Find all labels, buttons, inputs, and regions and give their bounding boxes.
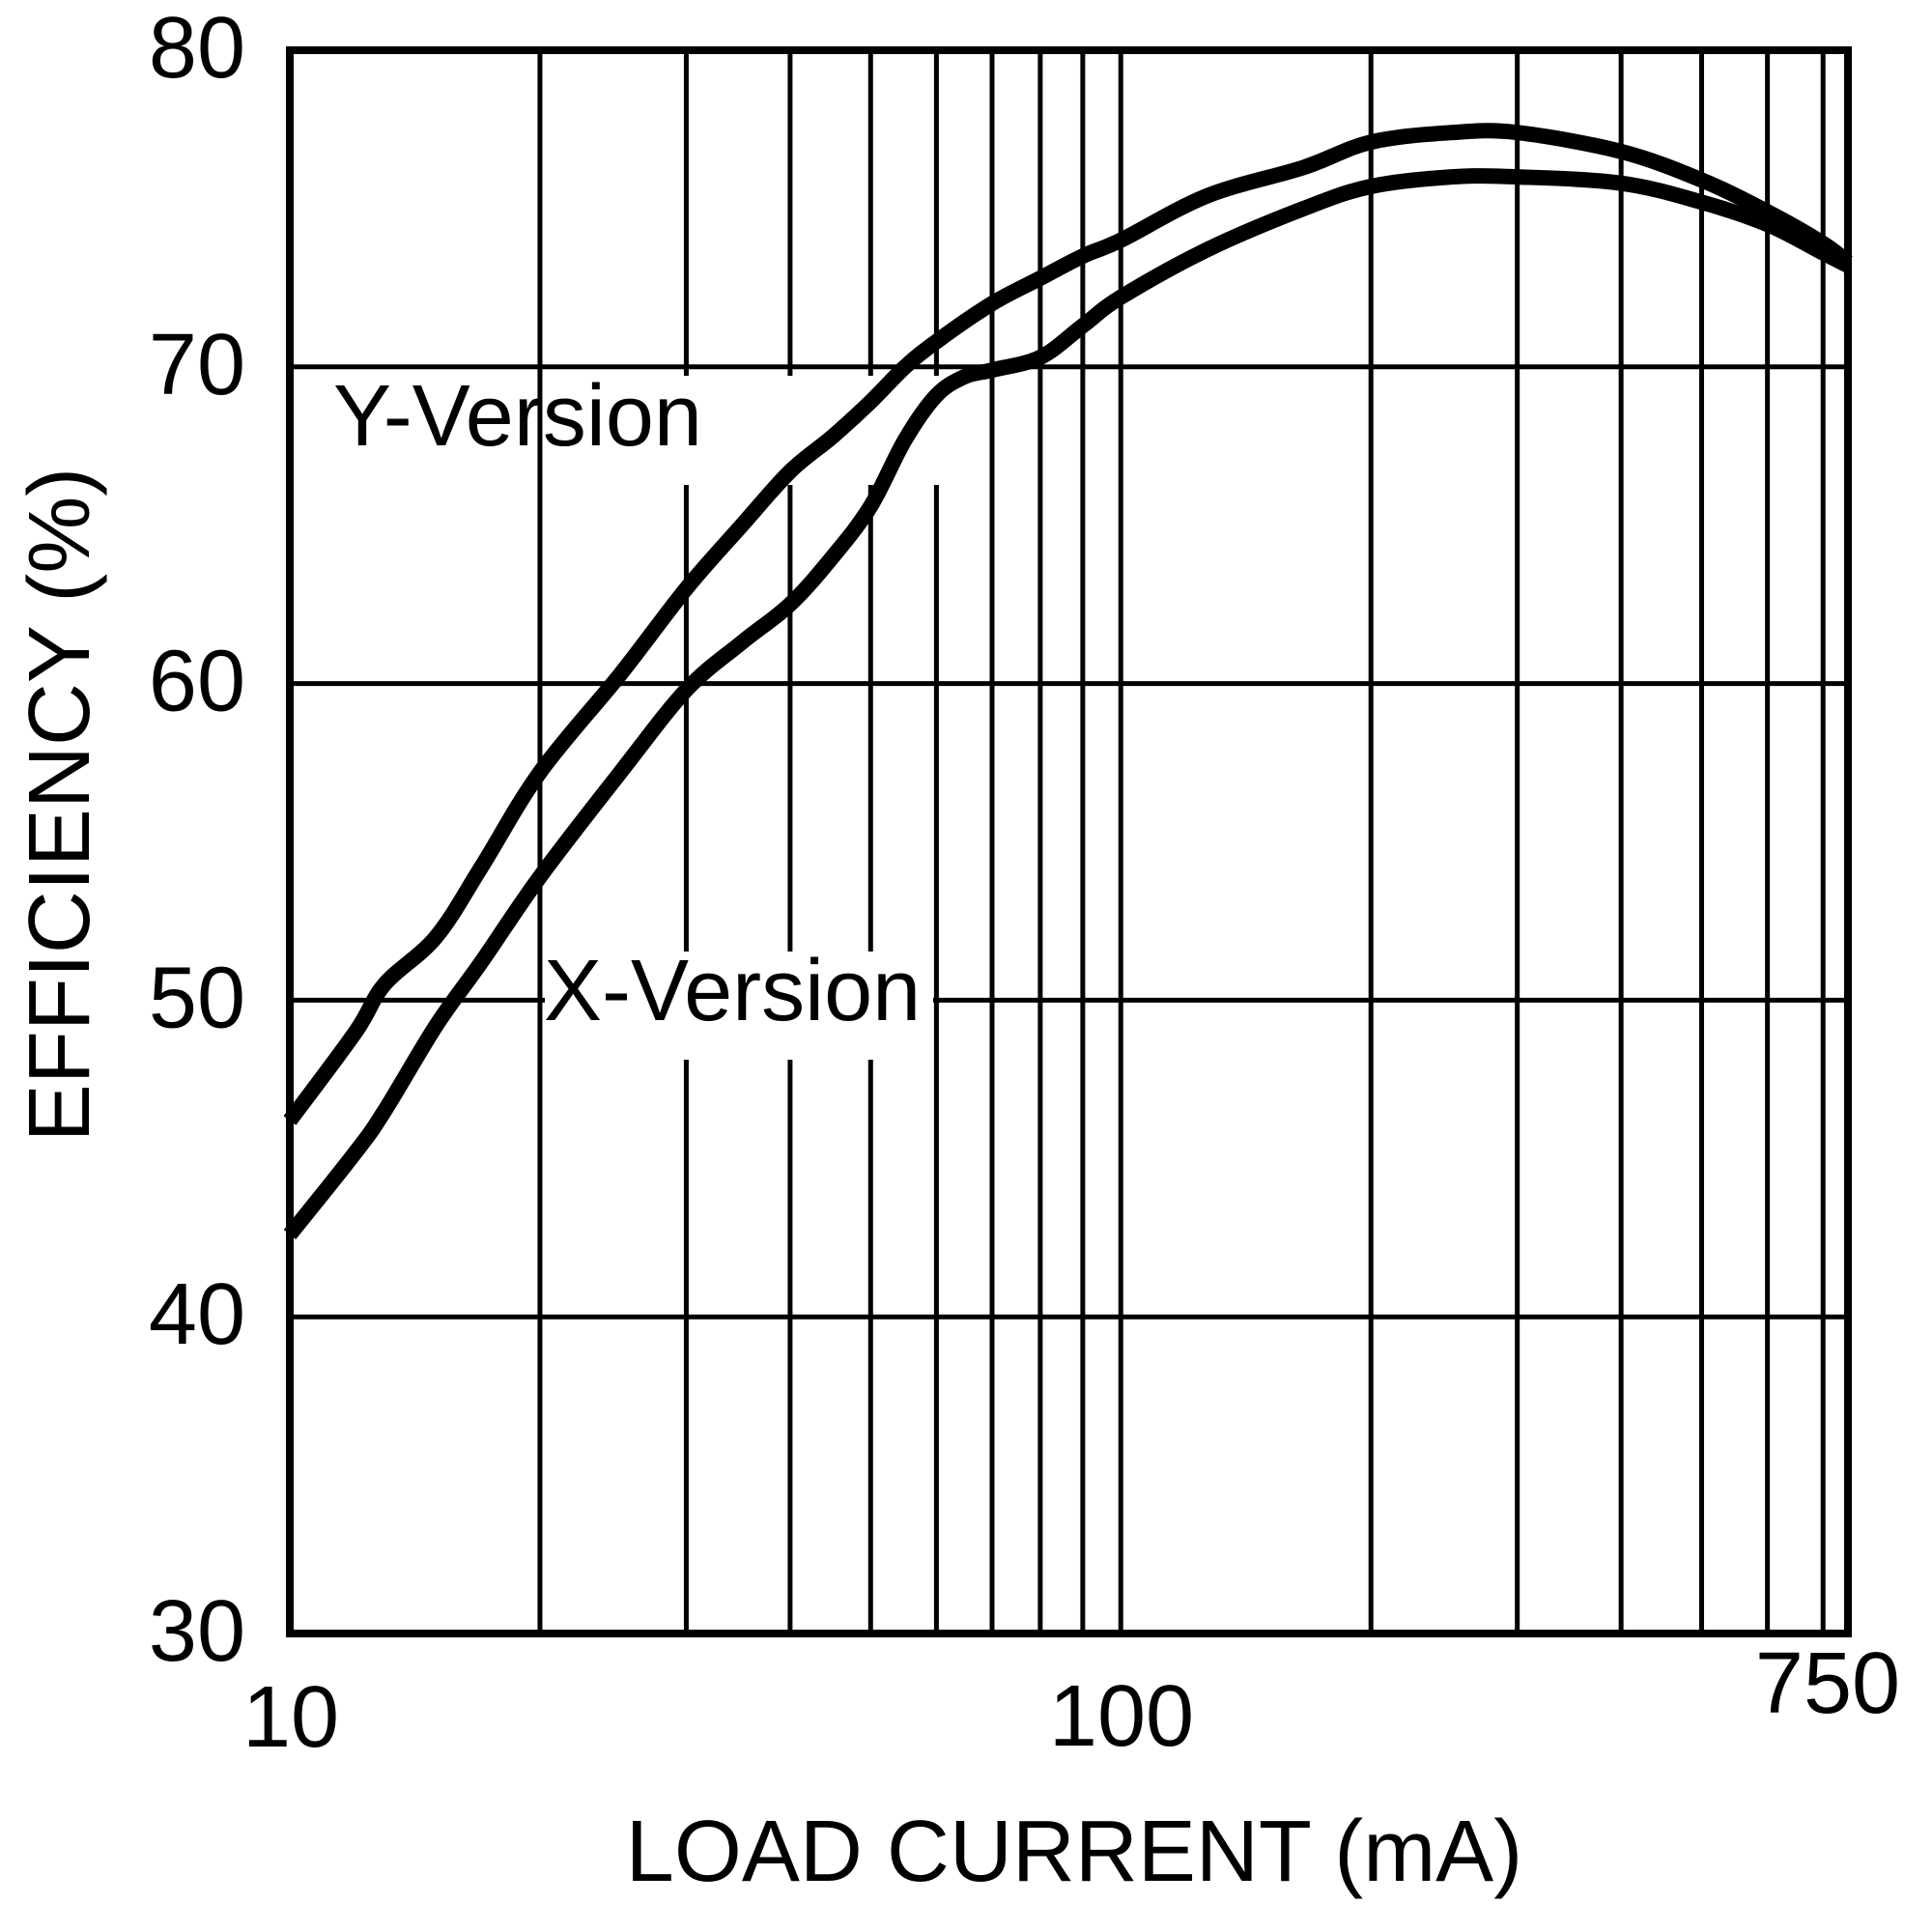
plot-frame <box>286 46 1852 1637</box>
grid-lines <box>290 50 1848 1634</box>
series-labels: Y-Version X-Version <box>333 368 921 1039</box>
x-axis-title: LOAD CURRENT (mA) <box>626 1804 1522 1900</box>
x-version-curve <box>283 168 1852 1240</box>
y-version-curve <box>283 123 1854 1125</box>
series-curves <box>283 123 1854 1240</box>
x-version-label-bg <box>545 952 933 1060</box>
y-tick-label: 80 <box>149 0 245 97</box>
x-tick-label: 750 <box>1755 1635 1900 1732</box>
x-tick-label: 10 <box>242 1669 339 1766</box>
x-version-label: X-Version <box>544 943 921 1039</box>
x-tick-label: 100 <box>1049 1668 1194 1765</box>
y-tick-label: 40 <box>149 1266 245 1363</box>
y-tick-label: 50 <box>149 950 245 1046</box>
y-axis-title: EFFICIENCY (%) <box>12 468 108 1142</box>
y-tick-label: 60 <box>149 634 245 730</box>
x-axis-tick-labels: 10 100 750 <box>242 1635 1900 1766</box>
y-tick-label: 30 <box>149 1583 245 1680</box>
y-version-label: Y-Version <box>333 368 702 465</box>
y-axis-tick-labels: 30 40 50 60 70 80 <box>149 0 245 1680</box>
y-tick-label: 70 <box>149 317 245 413</box>
